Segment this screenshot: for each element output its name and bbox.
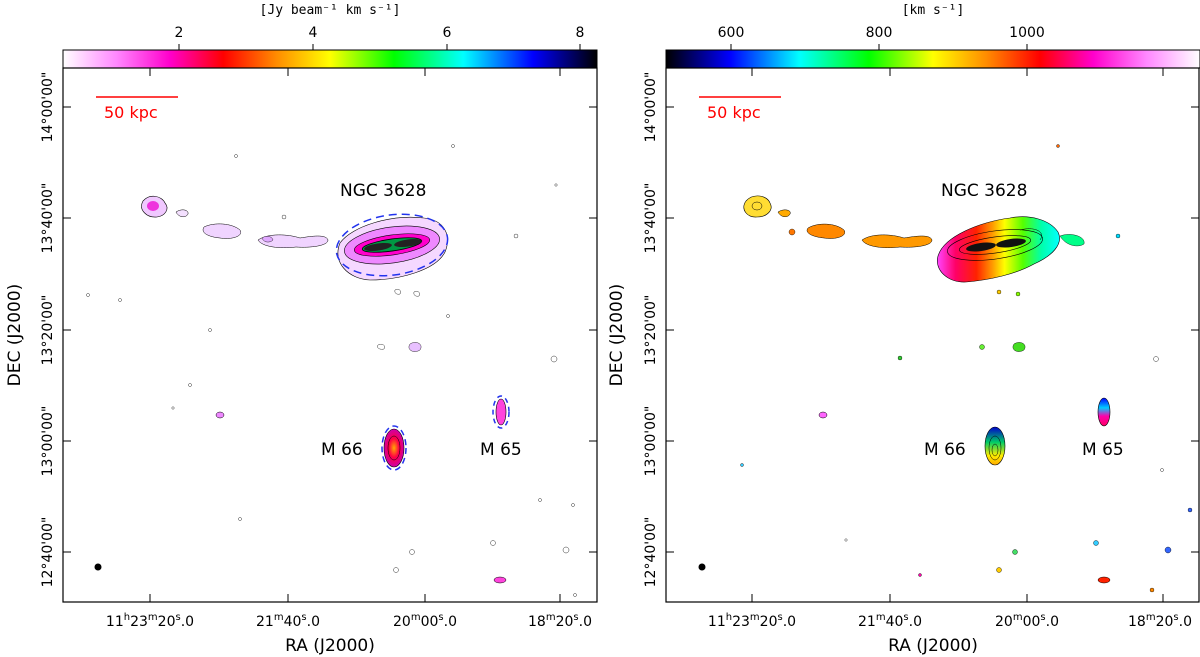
right-cb-tick-label: 800 [866, 25, 893, 41]
left-x-tick-label: 20m00s.0 [393, 612, 457, 630]
left-cb-tick-label: 2 [175, 25, 184, 41]
right-m66-emission [984, 426, 1006, 466]
left-cb-tick-label: 8 [576, 25, 585, 41]
right-ngc3628-label: NGC 3628 [941, 181, 1027, 201]
left-y-tick-label: 12°40'00" [40, 517, 56, 588]
right-cb-tick-label: 1000 [1009, 25, 1045, 41]
right-map-frame [665, 67, 1200, 603]
left-ngc3628-emission [335, 213, 449, 281]
left-colorbar-ticks [178, 44, 581, 50]
right-panel: [km s⁻¹] 600 800 1000 50 kpc [607, 3, 1200, 656]
right-beam [698, 563, 706, 571]
left-cb-tick-label: 6 [443, 25, 452, 41]
right-x-tick-label: 20m00s.0 [995, 612, 1059, 630]
right-y-tick-label: 13°40'00" [643, 183, 659, 254]
left-x-axis-label: RA (J2000) [285, 636, 375, 656]
left-y-tick-label: 14°00'00" [40, 72, 56, 143]
right-axis-ticks [666, 68, 1199, 602]
right-y-tick-label: 13°00'00" [643, 406, 659, 477]
right-x-tick-label: 21m40s.0 [858, 612, 922, 630]
left-map-frame [62, 67, 598, 603]
right-y-tick-label: 14°00'00" [643, 72, 659, 143]
left-y-axis-label: DEC (J2000) [5, 284, 25, 387]
right-x-axis-label: RA (J2000) [888, 636, 978, 656]
left-beam [94, 563, 102, 571]
left-colorbar [62, 49, 598, 69]
right-x-tick-label: 11h23m20s.0 [708, 612, 796, 630]
left-hi-tail [141, 195, 329, 248]
left-scale-label: 50 kpc [104, 103, 158, 122]
left-x-tick-label: 21m40s.0 [256, 612, 320, 630]
right-y-tick-label: 13°20'00" [643, 295, 659, 366]
left-noise-clumps [86, 144, 577, 597]
right-x-tick-label: 18m20s.0 [1128, 612, 1192, 630]
left-m65-label: M 65 [480, 440, 522, 460]
left-m66-label: M 66 [321, 440, 363, 460]
right-cb-tick-label: 600 [718, 25, 745, 41]
right-m66-label: M 66 [924, 440, 966, 460]
left-colorbar-label: [Jy beam⁻¹ km s⁻¹] [260, 3, 401, 18]
right-hi-tail [743, 195, 933, 248]
left-y-tick-label: 13°40'00" [40, 183, 56, 254]
left-axis-ticks [63, 68, 597, 602]
left-ngc3628-label: NGC 3628 [340, 181, 426, 201]
right-m65-label: M 65 [1082, 440, 1124, 460]
right-ngc3628-emission [937, 216, 1085, 283]
right-colorbar [665, 49, 1200, 69]
right-y-axis-label: DEC (J2000) [607, 284, 627, 387]
left-x-tick-label: 18m20s.0 [528, 612, 592, 630]
right-y-tick-label: 12°40'00" [643, 517, 659, 588]
left-y-tick-label: 13°20'00" [40, 295, 56, 366]
right-noise-clumps [740, 144, 1193, 593]
left-panel: [Jy beam⁻¹ km s⁻¹] 2 4 6 8 50 kpc [5, 3, 598, 656]
left-y-tick-label: 13°00'00" [40, 406, 56, 477]
left-m66-emission [381, 425, 407, 471]
right-scale-label: 50 kpc [707, 103, 761, 122]
left-cb-tick-label: 4 [309, 25, 318, 41]
left-x-tick-label: 11h23m20s.0 [106, 612, 194, 630]
left-m65-emission [492, 395, 510, 429]
right-m65-emission [1097, 397, 1111, 427]
right-colorbar-label: [km s⁻¹] [902, 3, 965, 18]
right-colorbar-ticks [730, 44, 1028, 50]
